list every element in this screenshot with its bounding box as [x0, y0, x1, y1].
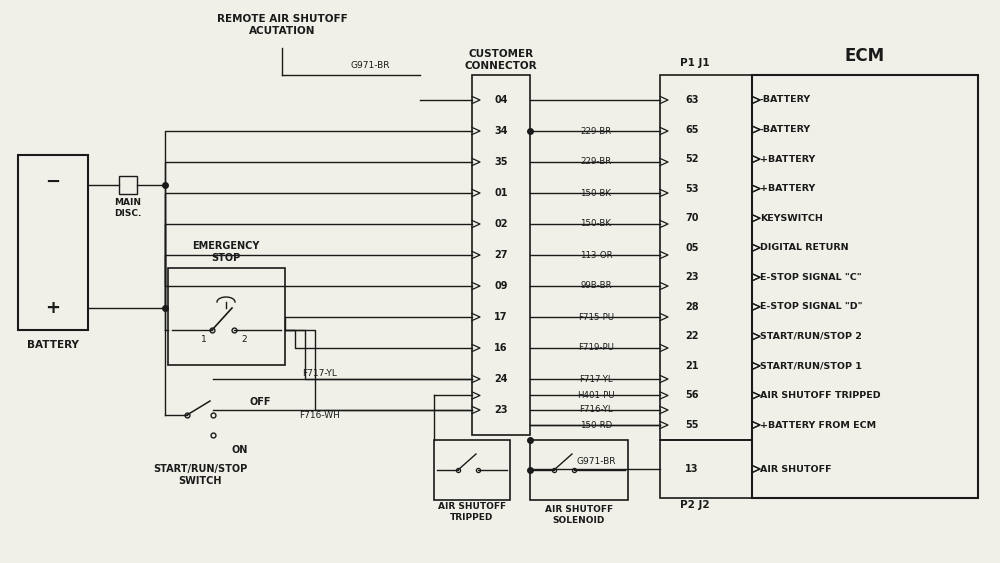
- Text: AIR SHUTOFF TRIPPED: AIR SHUTOFF TRIPPED: [760, 391, 881, 400]
- Text: 53: 53: [685, 184, 699, 194]
- Text: START/RUN/STOP
SWITCH: START/RUN/STOP SWITCH: [153, 464, 247, 486]
- Text: +BATTERY: +BATTERY: [760, 184, 815, 193]
- Text: 21: 21: [685, 361, 699, 371]
- Text: 04: 04: [494, 95, 508, 105]
- Text: ON: ON: [232, 445, 248, 455]
- Text: ECM: ECM: [845, 47, 885, 65]
- Text: 27: 27: [494, 250, 508, 260]
- Text: START/RUN/STOP 2: START/RUN/STOP 2: [760, 332, 862, 341]
- Bar: [660, 440, 752, 498]
- Text: 01: 01: [494, 188, 508, 198]
- Text: P2 J2: P2 J2: [680, 500, 710, 510]
- Text: 52: 52: [685, 154, 699, 164]
- Text: G971-BR: G971-BR: [576, 458, 616, 467]
- Text: +: +: [46, 299, 60, 317]
- Text: 1: 1: [201, 336, 207, 345]
- Text: AIR SHUTOFF
SOLENOID: AIR SHUTOFF SOLENOID: [545, 506, 613, 525]
- Text: 23: 23: [685, 272, 699, 282]
- Text: F717-YL: F717-YL: [579, 374, 613, 383]
- Text: F716-YL: F716-YL: [579, 405, 613, 414]
- Text: START/RUN/STOP 1: START/RUN/STOP 1: [760, 361, 862, 370]
- Bar: [434, 440, 510, 500]
- Text: −: −: [45, 173, 61, 191]
- Text: E-STOP SIGNAL "C": E-STOP SIGNAL "C": [760, 272, 862, 282]
- Bar: [18, 155, 88, 330]
- Text: 113-OR: 113-OR: [580, 251, 612, 260]
- Text: -BATTERY: -BATTERY: [760, 96, 811, 105]
- Text: 56: 56: [685, 391, 699, 400]
- Text: 65: 65: [685, 124, 699, 135]
- Text: AIR SHUTOFF: AIR SHUTOFF: [760, 464, 832, 473]
- Text: BATTERY: BATTERY: [27, 340, 79, 350]
- Text: G971-BR: G971-BR: [350, 61, 390, 70]
- Text: 229-BR: 229-BR: [580, 158, 612, 167]
- Text: 35: 35: [494, 157, 508, 167]
- Bar: [752, 75, 978, 498]
- Bar: [168, 268, 285, 365]
- Text: +BATTERY: +BATTERY: [760, 155, 815, 164]
- Text: 99B-BR: 99B-BR: [580, 282, 612, 291]
- Text: +BATTERY FROM ECM: +BATTERY FROM ECM: [760, 421, 876, 430]
- Text: 09: 09: [494, 281, 508, 291]
- Text: 229-BR: 229-BR: [580, 127, 612, 136]
- Text: 2: 2: [241, 336, 247, 345]
- Text: KEYSWITCH: KEYSWITCH: [760, 214, 823, 223]
- Text: 150-BK: 150-BK: [580, 220, 612, 229]
- Text: 13: 13: [685, 464, 699, 474]
- Text: 23: 23: [494, 405, 508, 415]
- Text: 28: 28: [685, 302, 699, 312]
- Text: AIR SHUTOFF
TRIPPED: AIR SHUTOFF TRIPPED: [438, 502, 506, 522]
- Text: E-STOP SIGNAL "D": E-STOP SIGNAL "D": [760, 302, 862, 311]
- Text: F719-PU: F719-PU: [578, 343, 614, 352]
- Text: H401-PU: H401-PU: [577, 391, 615, 400]
- Text: 05: 05: [685, 243, 699, 253]
- Text: 17: 17: [494, 312, 508, 322]
- Text: F715-PU: F715-PU: [578, 312, 614, 321]
- Bar: [119, 176, 137, 194]
- Text: 16: 16: [494, 343, 508, 353]
- Text: REMOTE AIR SHUTOFF
ACUTATION: REMOTE AIR SHUTOFF ACUTATION: [217, 14, 347, 36]
- Text: MAIN
DISC.: MAIN DISC.: [114, 198, 142, 218]
- Text: 70: 70: [685, 213, 699, 223]
- Text: P1 J1: P1 J1: [680, 58, 710, 68]
- Text: 22: 22: [685, 332, 699, 341]
- Bar: [660, 75, 752, 440]
- Text: 55: 55: [685, 420, 699, 430]
- Text: DIGITAL RETURN: DIGITAL RETURN: [760, 243, 849, 252]
- Bar: [472, 75, 530, 435]
- Text: OFF: OFF: [249, 397, 271, 407]
- Text: 150-RD: 150-RD: [580, 421, 612, 430]
- Text: 34: 34: [494, 126, 508, 136]
- Text: 24: 24: [494, 374, 508, 384]
- Text: -BATTERY: -BATTERY: [760, 125, 811, 134]
- Text: 63: 63: [685, 95, 699, 105]
- Text: 02: 02: [494, 219, 508, 229]
- Bar: [530, 440, 628, 500]
- Text: 150-BK: 150-BK: [580, 189, 612, 198]
- Text: F716-WH: F716-WH: [300, 412, 340, 421]
- Text: F717-YL: F717-YL: [303, 369, 337, 378]
- Text: EMERGENCY
STOP: EMERGENCY STOP: [192, 241, 260, 263]
- Text: CUSTOMER
CONNECTOR: CUSTOMER CONNECTOR: [465, 49, 537, 71]
